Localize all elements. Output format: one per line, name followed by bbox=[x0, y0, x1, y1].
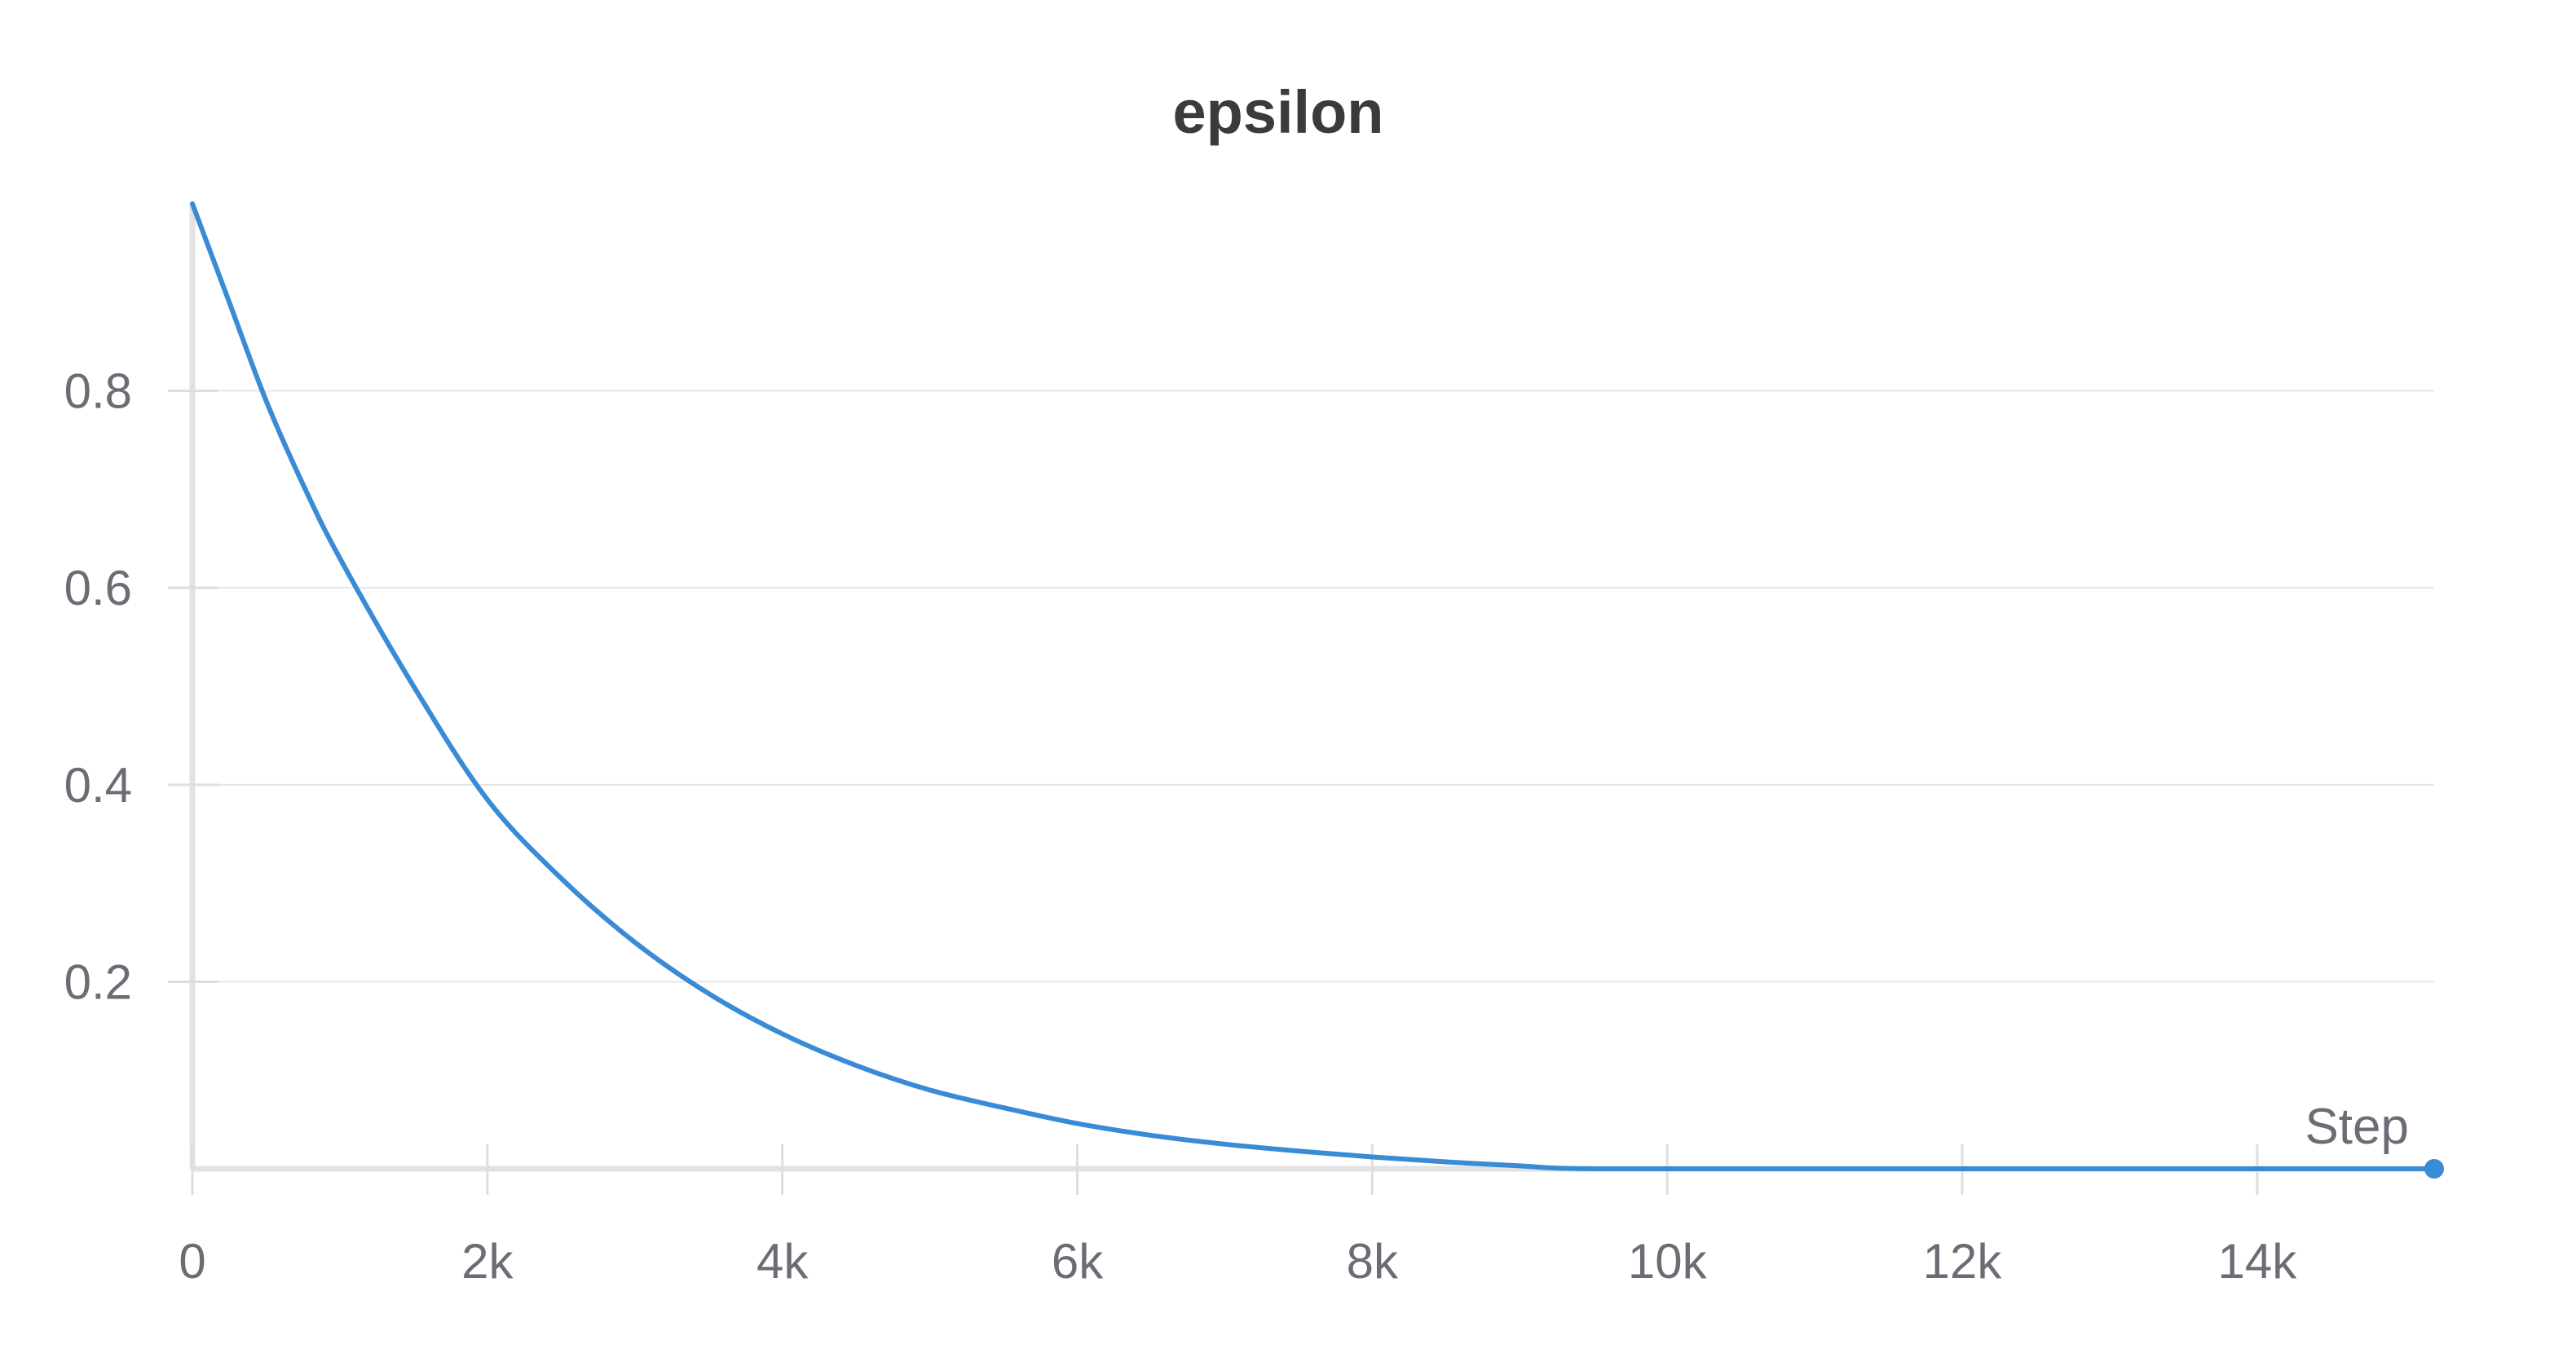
x-tick-label: 12k bbox=[1923, 1234, 2003, 1289]
series-layer bbox=[190, 201, 2444, 1179]
grid-lines bbox=[192, 390, 2434, 983]
x-tick-label: 10k bbox=[1628, 1234, 1708, 1289]
y-tick-label: 0.6 bbox=[64, 561, 132, 615]
x-tick-label: 8k bbox=[1347, 1234, 1399, 1289]
y-tick-label: 0.8 bbox=[64, 364, 132, 419]
x-tick-label: 6k bbox=[1052, 1234, 1104, 1289]
y-tick-label: 0.4 bbox=[64, 758, 132, 813]
y-tick-label: 0.2 bbox=[64, 954, 132, 1009]
chart-title: epsilon bbox=[1172, 78, 1383, 146]
tick-labels: 0.2 0.4 0.6 0.8 0 2k 4k 6k 8k 10k 12k 14k bbox=[64, 364, 2298, 1289]
x-tick-label: 14k bbox=[2218, 1234, 2298, 1289]
x-tick-label: 4k bbox=[756, 1234, 809, 1289]
axes bbox=[189, 204, 2434, 1172]
x-tick-label: 0 bbox=[179, 1234, 205, 1289]
x-axis-label: Step bbox=[2305, 1099, 2409, 1155]
series-end-point bbox=[2424, 1159, 2444, 1179]
x-tick-label: 2k bbox=[461, 1234, 514, 1289]
epsilon-series-line bbox=[190, 201, 2437, 1172]
